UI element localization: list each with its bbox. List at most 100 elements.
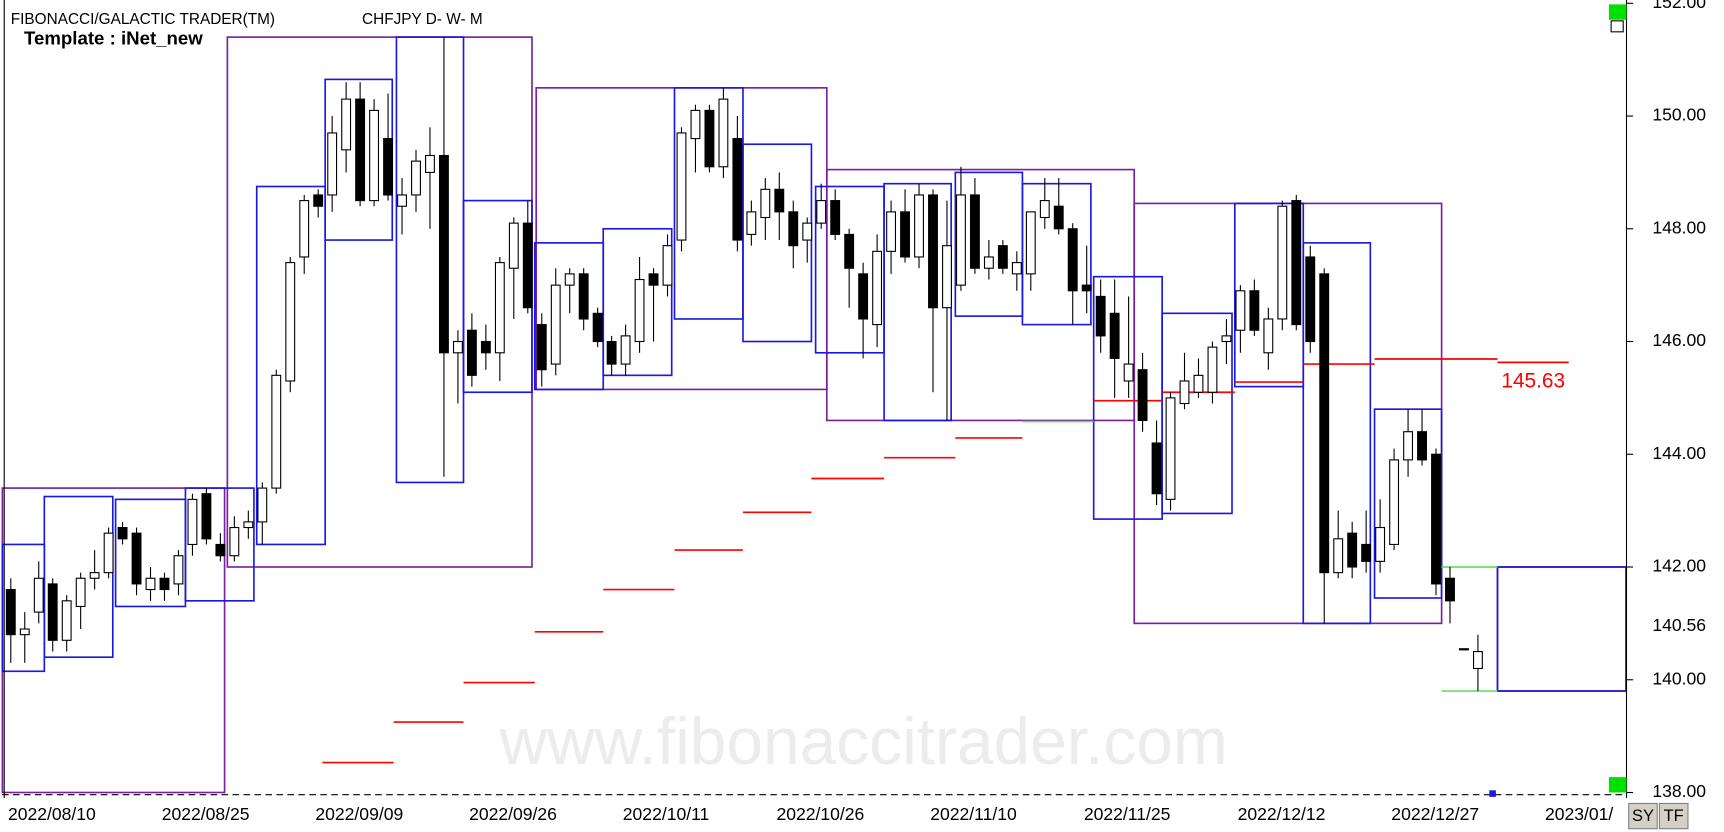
candle-body [494,262,505,354]
x-tick-label: 2022/10/26 [777,804,865,824]
candle-body [131,532,142,585]
candle-body [285,262,296,382]
x-tick-label: 2022/09/26 [469,804,557,824]
y-tick-label: 152.00 [1652,0,1706,12]
candle-body [61,600,72,641]
candle-body [816,200,827,224]
candle-body [1445,577,1455,602]
x-tick-label: 2022/12/27 [1391,804,1479,824]
candle-body [760,188,771,219]
candle-body [271,374,282,489]
x-tick-label: 2022/09/09 [315,804,403,824]
candle-body [452,340,463,354]
candle-body [676,132,687,241]
candle-body [159,577,170,591]
candle-body [592,312,603,343]
candle-body [620,335,631,365]
app-title: FIBONACCI/GALACTIC TRADER(TM) [11,11,275,28]
candle-body [1151,442,1162,495]
candle-body [1459,648,1469,651]
candle-body [997,245,1008,269]
candle-body [1207,346,1218,393]
candle-body [355,98,366,202]
candle-body [1081,284,1092,292]
x-tick-label: 2023/01/ [1545,804,1613,824]
candle-body [648,273,659,286]
candle-body [1403,431,1414,461]
candle-body [844,233,855,269]
candle-body [1193,374,1204,393]
candle-body [117,526,128,540]
x-tick-label: 2022/12/12 [1238,804,1326,824]
candle-body [145,577,156,591]
candle-body [257,487,268,523]
candle-body [1375,526,1386,562]
candle-body [1291,200,1302,326]
candle-body [564,273,575,286]
candle-body [1109,312,1120,359]
candle-body [425,154,435,173]
candle-body [439,154,449,354]
sy-button[interactable] [1628,802,1658,830]
y-tick-label: 148.00 [1652,217,1706,237]
candle-body [802,222,813,241]
candle-body [1263,318,1274,354]
y-tick-label: 138.00 [1652,781,1706,801]
candle-body [536,324,547,371]
template-label: Template : iNet_new [24,27,203,48]
candle-body [369,109,380,202]
candle-body [5,589,16,636]
candle-body [969,194,980,269]
y-tick-label: 144.00 [1652,443,1706,463]
candle-body [1249,290,1260,331]
candle-body [1095,295,1106,337]
candle-body [942,245,952,309]
candle-body [215,543,226,557]
tf-button-label[interactable]: TF [1664,807,1684,825]
candle-body [187,498,198,546]
candle-body [578,273,589,320]
candle-body [1417,431,1427,461]
candle-body [1011,262,1022,275]
candle-body [900,211,910,258]
candle-body [746,211,757,235]
candle-body [872,250,883,326]
last-price-label: 140.56 [1652,615,1706,635]
candle-body [928,194,938,309]
candle-body [774,188,785,213]
candle-body [47,583,58,641]
candle-body [1277,205,1288,320]
weekly-box [43,495,114,659]
candle-body [313,194,324,207]
candle-body [1025,211,1036,275]
candle-body [1221,335,1232,343]
candle-body [173,555,184,585]
candle-body [732,138,743,241]
candle-body [606,340,617,365]
candle-body [522,222,533,309]
sy-button-label[interactable]: SY [1632,807,1654,825]
candle-body [466,329,477,376]
candle-body [327,132,338,196]
weekly-box [1021,182,1092,326]
symbol-label: CHFJPY D- W- M [362,11,483,28]
y-tick-label: 146.00 [1652,330,1706,350]
candle-body [662,245,673,286]
candle-body [508,222,519,269]
candle-body [1472,651,1483,670]
candle-body [956,194,966,286]
candle-body [1053,205,1064,230]
time-marker [1489,790,1496,797]
candle-body [1067,228,1078,292]
corner-marker [1608,4,1627,20]
candle-body [914,194,924,258]
candle-body [634,278,645,343]
weekly-box [255,185,327,546]
candle-body [788,211,799,247]
y-tick-label: 140.00 [1652,668,1706,688]
tf-button[interactable] [1658,802,1689,830]
weekly-box [602,227,673,377]
candle-body [1039,200,1050,219]
